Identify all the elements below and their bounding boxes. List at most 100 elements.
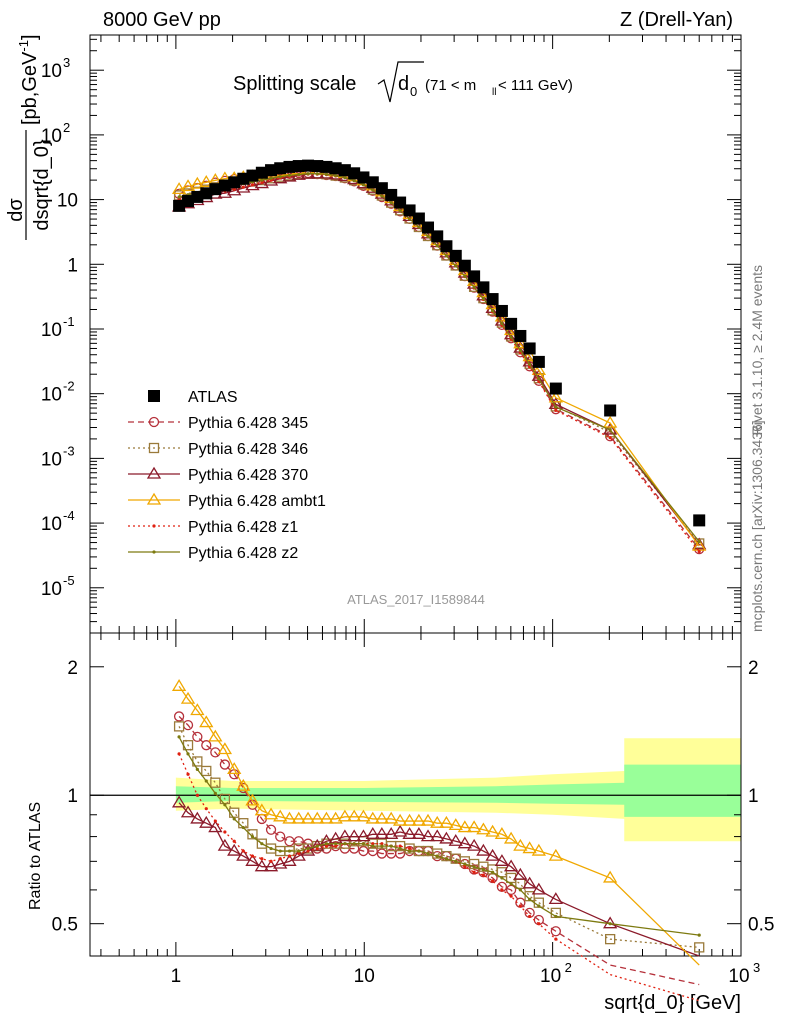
ratio-point [485,848,500,861]
data-point [602,415,618,428]
legend-marker [148,416,160,428]
legend-label: Pythia 6.428 346 [188,441,308,458]
ratio-point [337,809,353,822]
ratio-point [365,811,380,824]
legend-marker [146,466,162,479]
atlas-point [274,162,287,175]
ratio-plot: 1 10 10 2 10 3 0.5 0.5 1 1 2 2 [52,632,774,1002]
ratio-point [531,882,546,895]
ratio-point [291,811,306,824]
ratio-point [476,843,491,856]
data-point [324,172,329,176]
ratio-point [293,836,304,847]
ratio-point [430,829,445,842]
watermark: ATLAS_2017_I1589844 [347,592,485,607]
ratio-point [297,851,301,856]
sqrt-symbol [377,61,424,103]
title-main: Splitting scale [233,73,356,95]
data-point [608,436,612,440]
data-point [232,187,236,191]
legend-label: Pythia 6.428 370 [188,467,308,484]
series-line [178,168,700,547]
atlas-point [449,249,462,262]
ratio-point [310,811,325,824]
ratio-line [178,715,700,986]
ratio-point [199,715,214,728]
title-range-sub: ll [492,87,496,98]
y-tick-label: 10 [41,61,62,82]
ratio-point [319,811,334,824]
data-point [180,179,196,192]
ratio-point [407,846,412,851]
atlas-point [218,179,231,192]
ratio-point [173,721,185,732]
ratio-point [245,854,260,866]
ratio-line [178,726,700,949]
data-point [454,264,458,268]
data-point [692,537,707,550]
ratio-point [365,827,380,839]
ratio-point [334,842,338,846]
y-tick-label: 10 [41,579,62,600]
atlas-point [329,162,342,175]
ratio-point [439,815,454,828]
data-point [190,176,205,189]
ratio-point [537,904,541,908]
series-line [178,173,700,544]
ratio-point [435,854,439,858]
ratio-point [227,843,242,856]
ratio-point [402,827,417,839]
ratio-point [263,807,279,820]
ratio-point [177,735,181,739]
ratio-point [448,834,463,846]
legend-marker [152,524,156,528]
header-left: 8000 GeV pp [103,9,221,31]
ratio-point [604,933,616,945]
ratio-point [223,803,227,807]
ylabel-num: dσ [5,198,27,222]
ratio-point [411,827,427,839]
ratio-tick-label-left: 1 [67,786,78,807]
data-point [315,172,319,176]
y-tick-label-exp: -1 [63,314,75,329]
ratio-point [550,926,561,937]
ratio-point [380,842,384,846]
ratio-point [417,849,421,853]
ratio-point [602,870,618,883]
atlas-point [348,167,361,180]
ratio-point [439,831,454,844]
ratio-point [186,752,190,756]
atlas-point [255,166,268,179]
ratio-point [430,815,445,828]
series-ratio-6 [177,735,701,937]
y-tick-label-exp: 2 [63,120,70,135]
ratio-point [315,846,319,851]
rivet-label: Rivet 3.1.10, ≥ 2.4M events [749,265,765,435]
ratio-point [513,838,528,851]
ratio-point [328,811,343,824]
series-top-3 [171,166,707,550]
data-point [463,274,467,278]
data-point [245,178,260,191]
uncertainty-band-inner [175,764,741,817]
x-tick-label: 10 [728,966,749,987]
data-point [528,362,532,366]
data-point [217,185,233,198]
ratio-point [245,793,260,806]
ratio-point [392,813,408,826]
data-point [509,335,513,339]
y-tick-label: 10 [41,385,62,406]
atlas-point [237,172,250,185]
atlas-point [486,293,499,306]
series-top-2 [173,168,705,549]
atlas-point [357,171,370,184]
data-point [697,549,701,554]
ratio-point [466,838,482,851]
ratio-point [306,846,310,851]
series-line [178,173,700,543]
ratio-point [444,857,449,861]
ratio-point [260,842,264,846]
ratio-point [217,742,233,755]
data-point [297,172,301,177]
ratio-point [518,904,522,908]
